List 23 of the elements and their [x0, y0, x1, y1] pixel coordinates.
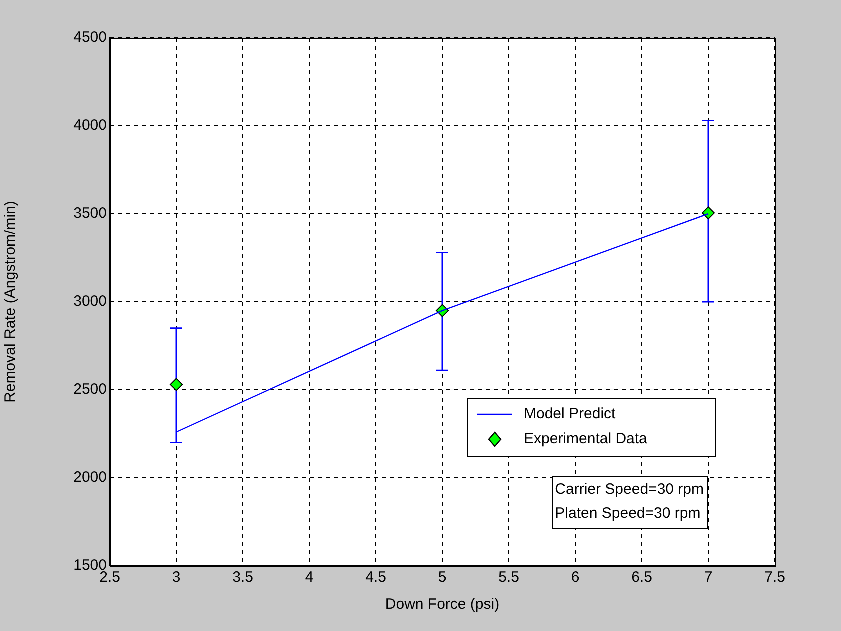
x-tick-label: 3: [172, 569, 181, 586]
y-tick-label: 2000: [74, 469, 107, 486]
x-tick-label: 7.5: [764, 569, 786, 586]
y-tick-label: 4500: [74, 29, 107, 46]
x-tick-label: 4.5: [366, 569, 386, 586]
y-tick-label: 3000: [74, 293, 107, 310]
y-tick-label: 4000: [74, 117, 107, 134]
x-tick-label: 6.5: [632, 569, 652, 586]
x-tick-label: 7: [704, 569, 713, 586]
y-tick-label: 2500: [74, 381, 107, 398]
point: [170, 378, 183, 392]
x-tick-label: 5: [438, 569, 447, 586]
legend-label: Model Predict: [524, 406, 617, 423]
x-tick-label: 5.5: [498, 569, 520, 586]
y-axis-title: Removal Rate (Angstrom/min): [2, 201, 20, 403]
x-tick-label: 6: [571, 569, 580, 586]
x-tick-label: 4: [305, 569, 314, 586]
y-tick-label: 3500: [74, 205, 107, 222]
annotation: Carrier Speed=30 rpm Platen Speed=30 rpm: [555, 481, 704, 522]
legend-label: Experimental Data: [524, 430, 648, 448]
x-tick-label: 3.5: [232, 569, 254, 586]
point: [702, 206, 715, 220]
x-axis-title: Down Force (psi): [385, 596, 500, 614]
